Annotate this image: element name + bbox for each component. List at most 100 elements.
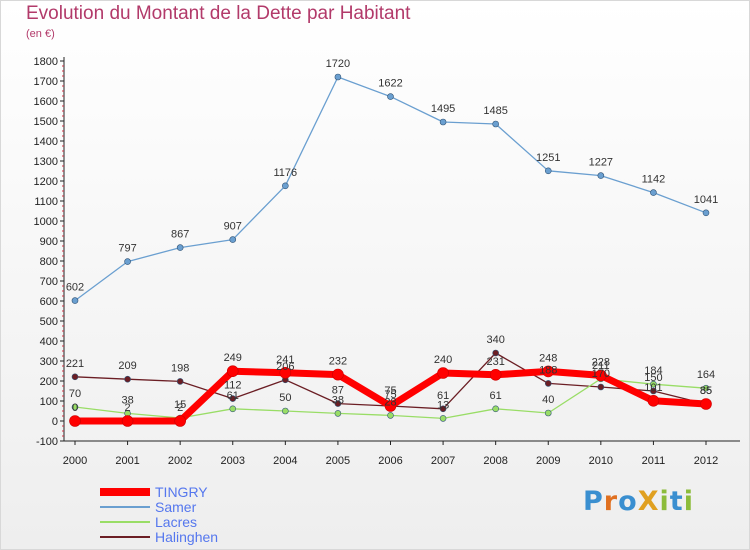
data-label-halinghen: 112	[224, 380, 242, 392]
data-point-halinghen	[176, 378, 184, 385]
y-tick-label: 800	[40, 256, 58, 268]
data-point-tingry	[437, 367, 449, 379]
data-label-halinghen: 340	[486, 334, 504, 346]
series-line-samer	[74, 76, 707, 302]
y-tick-label: -100	[36, 436, 58, 448]
data-point-samer	[439, 118, 447, 126]
data-point-samer	[492, 120, 499, 128]
data-point-tingry	[279, 366, 292, 379]
chart-title: Evolution du Montant de la Dette par Hab…	[26, 3, 411, 24]
data-point-halinghen	[650, 387, 657, 395]
data-label-halinghen: 150	[644, 372, 662, 384]
logo-letter: i	[659, 486, 670, 517]
y-tick-label: 1000	[34, 216, 58, 228]
data-label-samer: 907	[224, 221, 242, 233]
data-point-tingry	[332, 368, 344, 381]
x-tick-label: 2012	[694, 455, 718, 467]
y-tick-label: 1200	[34, 176, 58, 188]
y-tick-label: 400	[40, 336, 58, 348]
data-label-lacres: 15	[174, 399, 186, 411]
logo-letter: P	[583, 486, 604, 517]
data-label-halinghen: 75	[384, 389, 396, 401]
data-label-lacres: 164	[697, 369, 715, 381]
data-label-halinghen: 206	[276, 361, 294, 373]
data-label-lacres: 61	[227, 390, 239, 402]
data-point-samer	[702, 209, 710, 217]
legend-label: Lacres	[155, 514, 197, 530]
data-label-halinghen: 85	[700, 385, 712, 397]
x-tick-label: 2002	[168, 455, 192, 467]
logo-letter: X	[637, 486, 660, 517]
data-point-lacres	[229, 405, 237, 413]
x-tick-label: 2006	[378, 455, 402, 467]
data-label-tingry: 241	[276, 354, 294, 366]
data-point-halinghen	[544, 380, 552, 387]
data-label-tingry: 85	[700, 385, 712, 397]
y-tick-label: 1800	[34, 56, 58, 68]
data-label-lacres: 40	[542, 394, 554, 406]
y-tick-label: 500	[40, 316, 58, 328]
x-tick-label: 2010	[589, 455, 613, 467]
data-point-tingry	[489, 368, 502, 381]
x-tick-label: 2000	[63, 455, 87, 467]
data-label-halinghen: 87	[332, 385, 344, 397]
data-label-lacres: 211	[592, 360, 610, 372]
data-label-samer: 1041	[694, 194, 718, 206]
data-point-tingry	[647, 394, 660, 407]
data-point-tingry	[384, 400, 397, 412]
data-label-tingry: 2	[177, 402, 183, 414]
data-label-tingry: 232	[329, 356, 347, 368]
data-label-samer: 797	[118, 243, 136, 255]
data-point-lacres	[282, 407, 289, 415]
series-lines	[69, 73, 712, 427]
data-label-halinghen: 221	[66, 358, 84, 370]
data-point-halinghen	[439, 405, 447, 413]
data-point-tingry	[226, 365, 239, 378]
data-label-lacres: 61	[490, 390, 502, 402]
data-label-lacres: 13	[437, 399, 449, 411]
x-tick-label: 2005	[326, 455, 350, 467]
y-tick-label: 300	[40, 356, 58, 368]
data-label-tingry: 248	[539, 352, 557, 364]
data-point-lacres	[702, 384, 710, 392]
data-label-tingry: 231	[486, 356, 504, 368]
data-point-samer	[124, 258, 131, 265]
logo-letter: r	[603, 486, 619, 517]
data-label-tingry: 0	[72, 402, 78, 414]
y-tick-label: 900	[40, 236, 58, 248]
data-label-halinghen: 61	[437, 390, 449, 402]
data-point-lacres	[492, 405, 499, 413]
data-labels: 602 797 867 907 1176 1720 1622 1495 1485 1251 1227…	[66, 58, 718, 414]
data-label-tingry: 75	[384, 385, 396, 397]
data-label-tingry: 240	[434, 354, 452, 366]
data-label-tingry: 101	[644, 382, 662, 394]
data-point-halinghen	[492, 349, 499, 357]
data-label-samer: 1251	[536, 152, 560, 164]
data-point-halinghen	[334, 400, 342, 407]
data-label-halinghen: 188	[539, 364, 557, 376]
logo-letter: i	[683, 486, 694, 517]
data-point-halinghen	[229, 395, 237, 402]
proxiti-logo: ProXiti	[583, 486, 694, 517]
data-label-tingry: 228	[592, 356, 610, 368]
x-tick-label: 2007	[431, 455, 455, 467]
data-point-halinghen	[71, 373, 79, 381]
y-tick-label: 700	[40, 276, 58, 288]
x-tick-label: 2001	[115, 455, 139, 467]
y-axis-ticks: -100 0 100 200 300 400 500 600 700 800 900 1000 1100…	[34, 56, 58, 448]
data-label-tingry: 249	[224, 352, 242, 364]
data-label-samer: 867	[171, 229, 189, 241]
x-tick-label: 2009	[536, 455, 560, 467]
data-point-lacres	[544, 409, 552, 417]
y-tick-label: 1400	[34, 136, 58, 148]
x-tick-label: 2008	[483, 455, 507, 467]
data-point-tingry	[700, 398, 712, 410]
y-tick-label: 0	[52, 416, 58, 428]
data-point-tingry	[542, 365, 555, 378]
data-label-halinghen: 198	[171, 362, 189, 374]
data-point-samer	[71, 297, 79, 304]
x-tick-label: 2004	[273, 455, 297, 467]
data-point-samer	[597, 172, 605, 179]
